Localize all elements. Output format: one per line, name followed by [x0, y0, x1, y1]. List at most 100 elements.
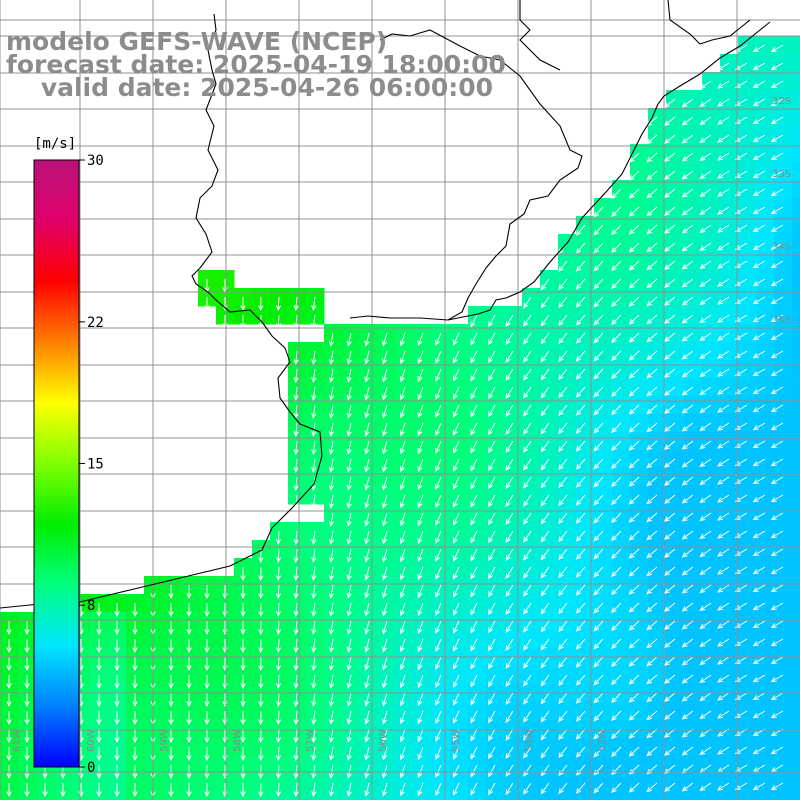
wind-arrow	[664, 188, 676, 198]
wind-arrow	[417, 440, 424, 455]
wind-arrow	[275, 710, 282, 726]
wind-arrow	[470, 710, 478, 724]
wind-arrow	[558, 386, 568, 399]
wind-arrow	[752, 656, 766, 665]
wind-arrow	[540, 314, 550, 327]
wind-arrow	[311, 746, 317, 762]
wind-speed-cell	[720, 774, 739, 793]
wind-speed-cell	[756, 540, 775, 559]
wind-arrow	[328, 422, 335, 437]
wind-arrow	[364, 782, 370, 797]
wind-arrow	[204, 783, 210, 798]
wind-speed-cell	[684, 162, 703, 181]
wind-arrow	[699, 80, 712, 90]
wind-arrow	[488, 314, 496, 328]
wind-arrow	[186, 783, 192, 798]
wind-arrow	[699, 260, 712, 270]
wind-arrow	[593, 764, 604, 776]
coastline	[0, 0, 771, 609]
wind-arrow	[646, 476, 658, 487]
wind-arrow	[717, 296, 730, 305]
wind-arrow	[96, 657, 102, 672]
wind-arrow	[364, 494, 370, 509]
wind-arrow	[699, 314, 712, 324]
wind-speed-cell	[774, 612, 793, 631]
wind-speed-cell	[504, 792, 523, 800]
wind-arrow	[505, 620, 514, 634]
wind-speed-cell	[648, 144, 667, 163]
wind-arrow	[311, 350, 317, 366]
wind-arrow	[488, 674, 496, 688]
wind-arrow	[523, 656, 532, 669]
wind-arrow	[399, 692, 406, 707]
wind-speed-cell	[630, 468, 649, 487]
wind-arrow	[628, 188, 640, 199]
wind-arrow	[611, 314, 622, 326]
wind-arrow	[734, 746, 748, 755]
wind-arrow	[558, 710, 568, 723]
wind-speed-cell	[684, 126, 703, 145]
wind-arrow	[186, 657, 192, 672]
wind-arrow	[593, 512, 604, 524]
wind-arrow	[540, 584, 550, 597]
wind-speed-cell	[684, 612, 703, 631]
wind-arrow	[364, 476, 370, 491]
wind-speed-cell	[774, 486, 793, 505]
wind-arrow	[717, 494, 730, 503]
wind-arrow	[646, 566, 658, 577]
wind-speed-cell	[738, 198, 757, 217]
wind-arrow	[699, 692, 712, 702]
wind-speed-cell	[738, 288, 757, 307]
wind-arrow	[417, 692, 424, 707]
wind-arrow	[611, 566, 622, 578]
wind-arrow	[770, 440, 784, 449]
wind-speed-cell	[774, 198, 793, 217]
wind-arrow	[346, 404, 352, 419]
wind-arrow	[681, 602, 694, 612]
wind-speed-cell	[792, 558, 800, 577]
wind-arrow	[204, 711, 210, 726]
wind-arrow	[470, 620, 478, 634]
wind-arrow	[664, 170, 676, 180]
wind-arrow	[540, 602, 550, 615]
wind-arrow	[346, 746, 352, 761]
wind-arrow	[699, 422, 712, 432]
wind-arrow	[752, 440, 766, 449]
wind-arrow	[24, 693, 30, 708]
wind-arrow	[364, 620, 370, 635]
wind-arrow	[452, 674, 460, 688]
wind-arrow	[646, 134, 658, 145]
wind-arrow	[752, 530, 766, 539]
wind-arrow	[699, 710, 712, 720]
wind-speed-cell	[792, 54, 800, 73]
wind-speed-cell	[648, 612, 667, 631]
wind-arrow	[770, 260, 784, 269]
wind-arrow	[399, 584, 406, 599]
wind-speed-cell	[684, 306, 703, 325]
wind-speed-cell	[720, 198, 739, 217]
wind-arrow	[699, 332, 712, 342]
wind-arrow	[488, 710, 496, 724]
wind-speed-cell	[774, 450, 793, 469]
wind-speed-cell	[666, 630, 685, 649]
wind-arrow	[628, 332, 640, 343]
wind-speed-cell	[720, 432, 739, 451]
wind-speed-cell	[792, 540, 800, 559]
wind-arrow	[593, 386, 604, 398]
wind-arrow	[752, 224, 766, 233]
wind-speed-cell	[684, 576, 703, 595]
wind-arrow	[328, 782, 335, 797]
wind-arrow	[664, 584, 676, 594]
wind-arrow	[488, 746, 496, 760]
wind-arrow	[717, 404, 730, 413]
wind-arrow	[435, 332, 442, 347]
wind-arrow	[311, 782, 317, 798]
wind-arrow	[611, 404, 622, 416]
wind-arrow	[293, 458, 299, 474]
wind-arrow	[611, 674, 622, 686]
wind-arrow	[770, 278, 784, 287]
wind-arrow	[382, 566, 388, 581]
wind-arrow	[575, 656, 586, 668]
wind-arrow	[664, 620, 676, 630]
wind-arrow	[311, 710, 317, 726]
